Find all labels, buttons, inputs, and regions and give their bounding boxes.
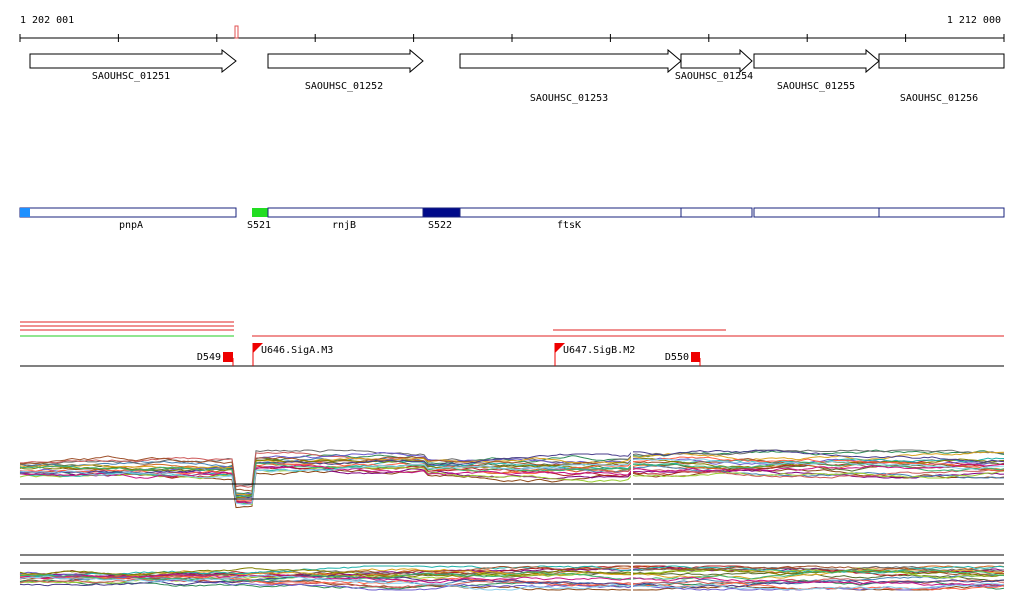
gene-arrow xyxy=(459,48,682,74)
feature-label: S521 xyxy=(247,220,271,231)
feature-label: pnpA xyxy=(119,220,143,231)
gene-arrows xyxy=(29,48,1005,74)
site-track xyxy=(20,321,1004,367)
expression-trace xyxy=(19,449,1005,499)
ruler-marker xyxy=(234,25,239,39)
track-gap xyxy=(631,440,633,600)
feature-marker xyxy=(20,208,30,217)
expression-trace xyxy=(19,579,1005,590)
site-marker xyxy=(691,352,700,362)
gene-box xyxy=(878,53,1005,69)
site-label: D549 xyxy=(197,352,221,363)
site-label: U647.SigB.M2 xyxy=(563,345,635,356)
feature-box xyxy=(753,207,880,218)
gene-label: SAOUHSC_01254 xyxy=(675,71,753,82)
feature-label: S522 xyxy=(428,220,452,231)
gene-arrow xyxy=(753,48,880,74)
feature-label: rnjB xyxy=(332,220,356,231)
expression-trace xyxy=(19,456,1005,502)
expression-trace xyxy=(19,463,1005,504)
flag xyxy=(253,343,263,353)
gene-label: SAOUHSC_01252 xyxy=(305,81,383,92)
ruler-start: 1 202 001 xyxy=(20,15,74,26)
feature-box xyxy=(680,207,753,218)
feature-box xyxy=(878,207,1005,218)
site-label: D550 xyxy=(665,352,689,363)
expression-trace xyxy=(19,569,1005,582)
expression-trace xyxy=(19,577,1005,589)
expression-trace xyxy=(19,575,1005,591)
gene-label: SAOUHSC_01256 xyxy=(900,93,978,104)
gene-label: SAOUHSC_01251 xyxy=(92,71,170,82)
expression-trace xyxy=(19,461,1005,498)
feature-track xyxy=(19,207,1005,218)
site-label: U646.SigA.M3 xyxy=(261,345,333,356)
flag xyxy=(555,343,565,353)
expression-trace xyxy=(19,458,1005,506)
feature-box xyxy=(459,207,682,218)
gene-arrow xyxy=(29,48,237,74)
site-marker xyxy=(223,352,233,362)
expression-tracks xyxy=(19,440,1005,600)
feature-box xyxy=(19,207,237,218)
feature-marker xyxy=(252,208,268,217)
expression-trace xyxy=(19,465,1005,506)
expression-trace xyxy=(19,573,1005,586)
gene-arrow xyxy=(680,48,753,74)
gene-arrow xyxy=(267,48,424,74)
expression-trace xyxy=(19,567,1005,578)
ruler-ticks xyxy=(19,34,1005,42)
feature-box xyxy=(267,207,424,218)
ruler-end: 1 212 000 xyxy=(947,15,1001,26)
expression-trace xyxy=(19,574,1005,591)
gene-label: SAOUHSC_01253 xyxy=(530,93,608,104)
gene-label: SAOUHSC_01255 xyxy=(777,81,855,92)
feature-label: ftsK xyxy=(557,220,581,231)
expression-trace xyxy=(19,449,1005,488)
expression-trace xyxy=(19,457,1005,504)
expression-trace xyxy=(19,574,1005,589)
feature-marker xyxy=(422,207,461,218)
